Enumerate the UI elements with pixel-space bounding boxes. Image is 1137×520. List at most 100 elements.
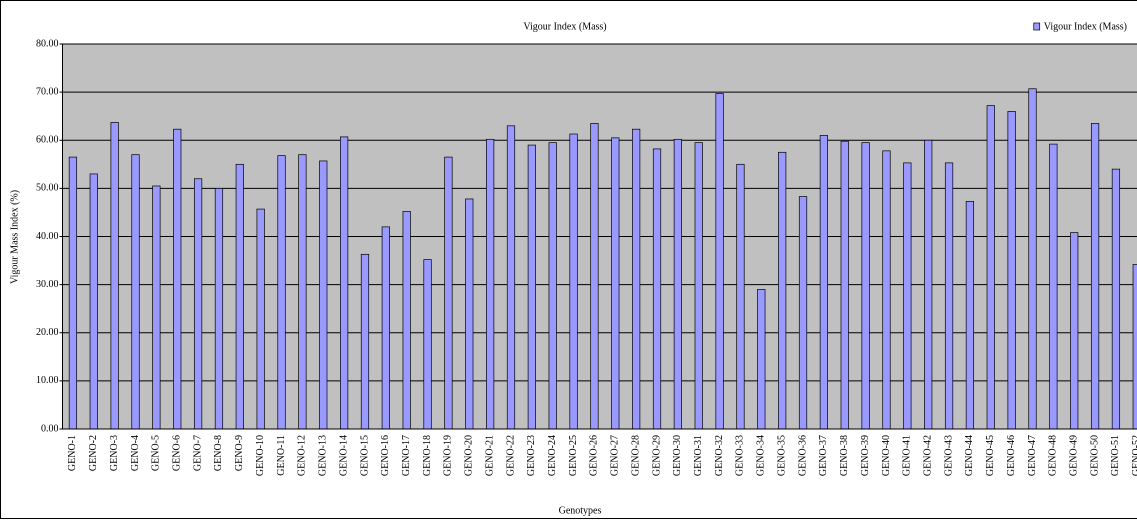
bar [694, 142, 703, 430]
x-tick-label: GENO-28 [630, 435, 641, 476]
bar [1132, 264, 1137, 430]
x-tick-label: GENO-14 [338, 435, 349, 476]
bar [423, 259, 432, 430]
bar [715, 93, 724, 430]
bar [757, 289, 766, 430]
bar [340, 136, 349, 430]
bar [1111, 168, 1121, 430]
bar [736, 163, 745, 430]
y-tick-label: 40.00 [36, 231, 59, 242]
x-tick-label: GENO-2 [88, 435, 99, 471]
x-tick-label: GENO-27 [610, 435, 621, 476]
bar [444, 156, 453, 430]
x-tick-label: GENO-22 [505, 435, 516, 476]
bar [298, 154, 307, 430]
x-tick-label: GENO-19 [443, 435, 454, 476]
x-tick-label: GENO-36 [797, 435, 808, 476]
x-tick-label: GENO-47 [1027, 435, 1038, 476]
y-tick-label: 80.00 [36, 38, 59, 49]
x-tick-label: GENO-18 [422, 435, 433, 476]
x-tick-label: GENO-31 [693, 435, 704, 476]
legend-swatch [1033, 22, 1041, 31]
x-tick-label: GENO-5 [151, 435, 162, 471]
y-tick-label: 20.00 [36, 327, 59, 338]
x-tick-label: GENO-29 [651, 435, 662, 476]
bar [569, 133, 578, 430]
x-tick-label: GENO-1 [67, 435, 78, 471]
bar [527, 144, 536, 430]
x-tick-label: GENO-23 [526, 435, 537, 476]
x-tick-label: GENO-16 [380, 435, 391, 476]
x-tick-label: GENO-25 [568, 435, 579, 476]
y-tick-label: 0.00 [41, 423, 59, 434]
bar [152, 185, 161, 430]
x-tick-label: GENO-45 [985, 435, 996, 476]
legend-label: Vigour Index (Mass) [1044, 21, 1127, 32]
bar [673, 138, 682, 430]
x-tick-label: GENO-15 [359, 435, 370, 476]
bar [1049, 143, 1058, 430]
bar [924, 139, 933, 430]
x-tick-label: GENO-52 [1131, 435, 1137, 476]
bar [506, 125, 516, 430]
x-tick-label: GENO-48 [1048, 435, 1059, 476]
x-tick-label: GENO-44 [964, 435, 975, 476]
x-tick-label: GENO-17 [401, 435, 412, 476]
bar [903, 162, 912, 430]
x-tick-label: GENO-11 [276, 435, 287, 476]
x-tick-label: GENO-6 [172, 435, 183, 471]
bar [235, 163, 244, 430]
bar [381, 226, 390, 430]
x-tick-label: GENO-43 [943, 435, 954, 476]
y-tick-label: 60.00 [36, 135, 59, 146]
x-tick-label: GENO-34 [756, 435, 767, 476]
x-axis-title: Genotypes [559, 505, 602, 516]
x-tick-label: GENO-13 [318, 435, 329, 476]
x-tick-label: GENO-35 [776, 435, 787, 476]
bar [173, 128, 182, 430]
x-tick-label: GENO-12 [297, 435, 308, 476]
bar [861, 142, 870, 430]
x-tick-label: GENO-7 [192, 435, 203, 471]
bar [882, 150, 891, 430]
x-tick-label: GENO-32 [714, 435, 725, 476]
bar [840, 140, 849, 430]
x-tick-label: GENO-33 [735, 435, 746, 476]
bar [486, 138, 495, 430]
x-tick-label: GENO-8 [213, 435, 224, 471]
bar [256, 208, 265, 430]
x-tick-label: GENO-40 [881, 435, 892, 476]
x-tick-label: GENO-4 [130, 435, 141, 471]
bar [798, 196, 808, 430]
x-tick-label: GENO-26 [589, 435, 600, 476]
y-axis-title: Vigour Mass Index (%) [9, 190, 20, 284]
x-tick-label: GENO-24 [547, 435, 558, 476]
x-tick-label: GENO-39 [860, 435, 871, 476]
x-tick-label: GENO-46 [1006, 435, 1017, 476]
bar [590, 123, 599, 430]
bar [193, 178, 203, 430]
bar [778, 151, 787, 430]
bar [986, 105, 995, 430]
bar [68, 156, 78, 430]
bar [1070, 232, 1079, 430]
x-tick-label: GENO-3 [109, 435, 120, 471]
y-tick-label: 30.00 [36, 279, 59, 290]
x-tick-label: GENO-21 [484, 435, 495, 476]
bar [402, 211, 411, 430]
bar [632, 128, 641, 430]
bar [611, 137, 620, 430]
bar [360, 253, 370, 430]
x-tick-label: GENO-51 [1110, 435, 1121, 476]
x-tick-label: GENO-50 [1089, 435, 1100, 476]
x-tick-label: GENO-10 [255, 435, 266, 476]
bar [131, 154, 140, 430]
bar [110, 122, 119, 430]
x-tick-label: GENO-37 [818, 435, 829, 476]
bar [89, 173, 98, 430]
bar [214, 188, 224, 430]
chart-title: Vigour Index (Mass) [523, 21, 606, 32]
bar [965, 201, 975, 430]
x-tick-label: GENO-38 [839, 435, 850, 476]
